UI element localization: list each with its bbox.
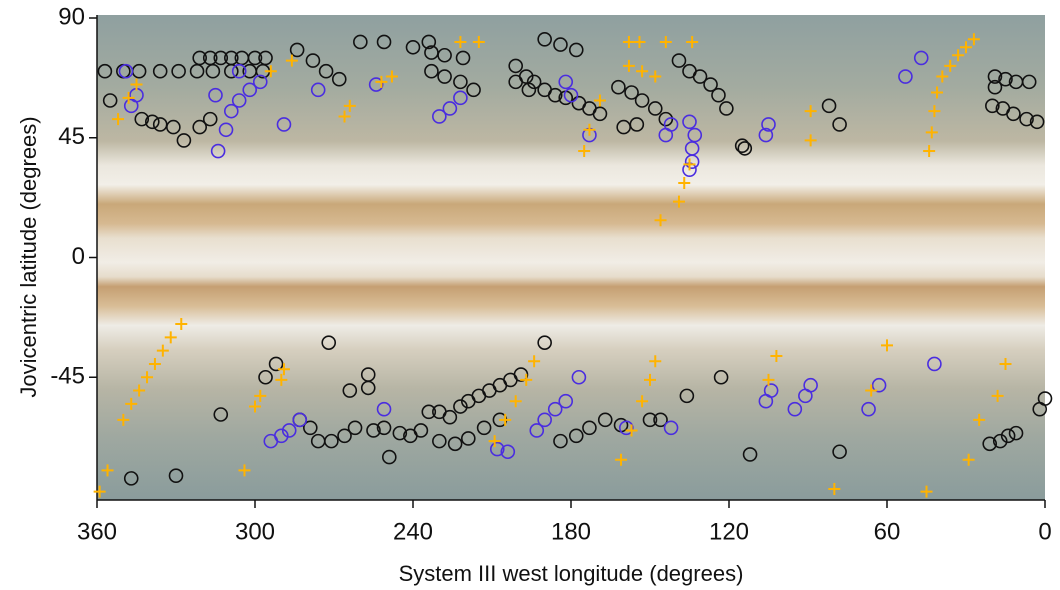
y-tick-label: -45 [50,363,85,390]
y-axis-label: Jovicentric latitude (degrees) [16,116,41,397]
x-tick-label: 300 [235,518,275,545]
x-tick-label: 0 [1038,518,1051,545]
x-tick-label: 180 [551,518,591,545]
y-tick-label: 45 [58,123,85,150]
x-tick-label: 120 [709,518,749,545]
chart: System III west longitude (degrees) Jovi… [0,0,1060,590]
y-tick-label: 0 [72,243,85,270]
y-tick-label: 90 [58,3,85,30]
x-tick-label: 360 [77,518,117,545]
x-tick-label: 240 [393,518,433,545]
planet-map [97,15,1045,500]
x-tick-label: 60 [874,518,901,545]
x-axis-label: System III west longitude (degrees) [399,561,744,586]
